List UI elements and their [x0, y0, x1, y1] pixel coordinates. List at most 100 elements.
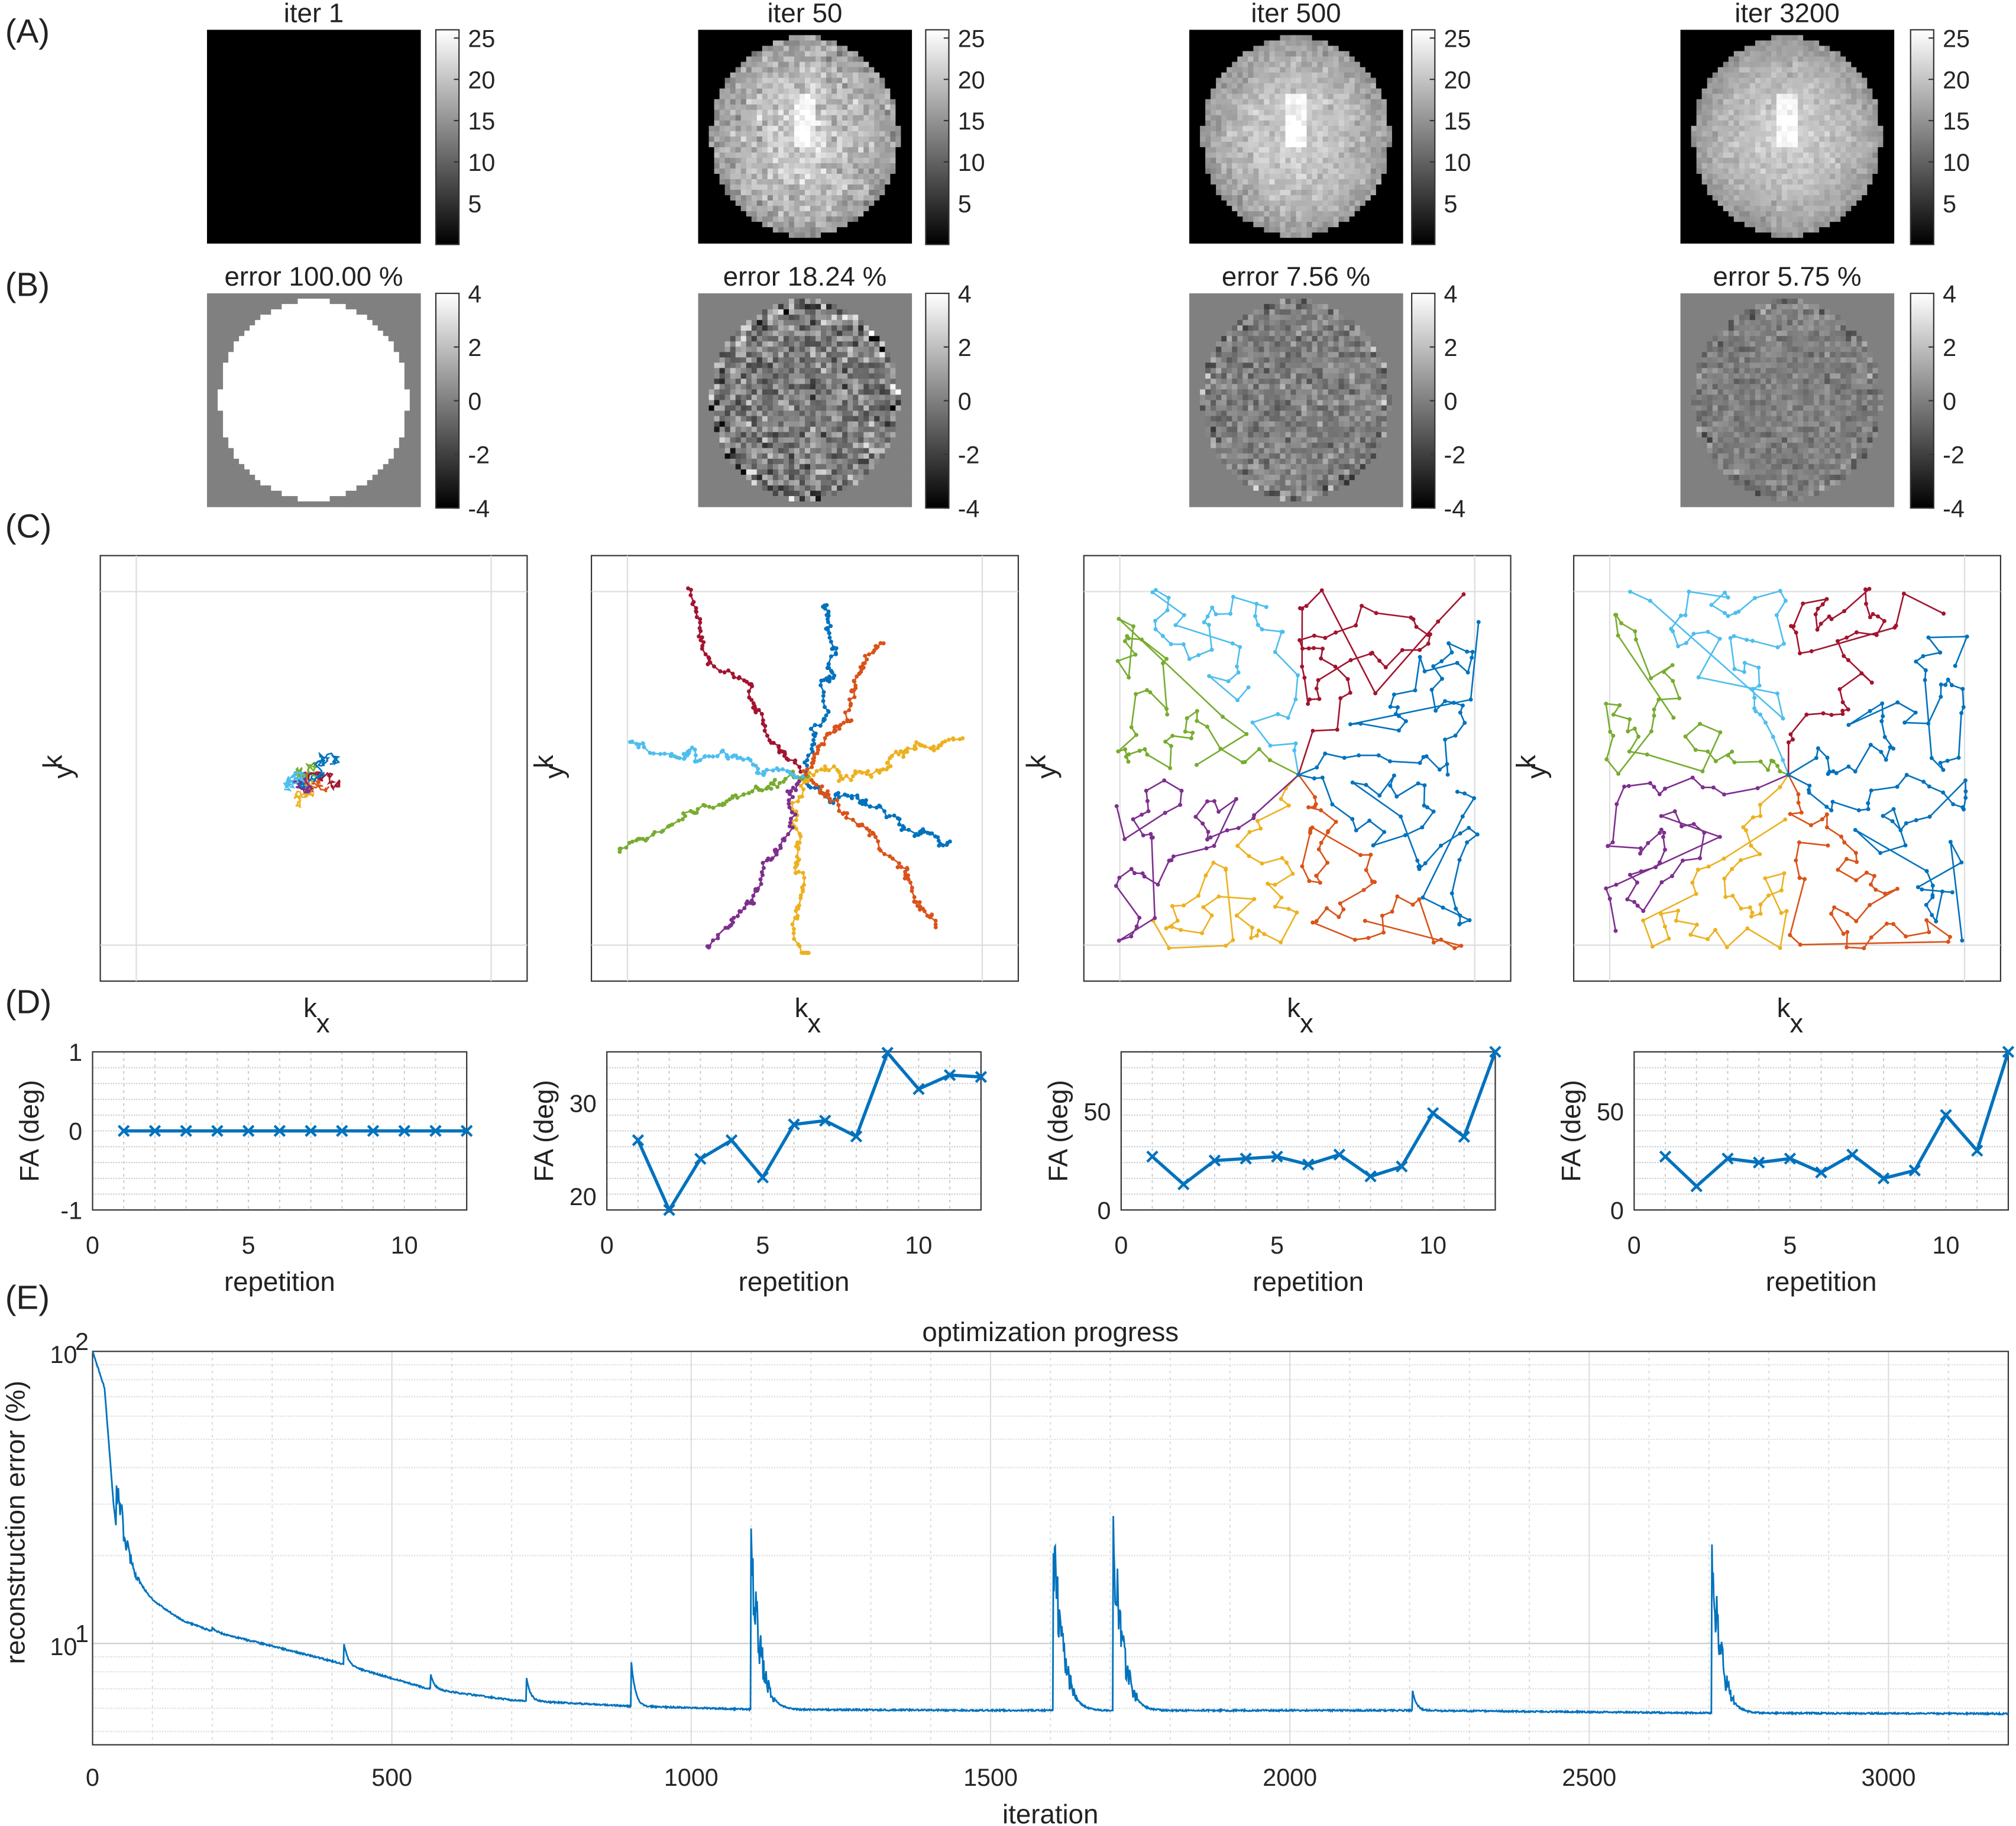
image-pixel [719, 152, 726, 158]
image-pixel [276, 99, 282, 105]
image-pixel [1264, 179, 1270, 185]
image-pixel [1338, 72, 1345, 79]
image-pixel [361, 125, 368, 132]
image-pixel [719, 163, 726, 169]
image-pixel [1360, 147, 1366, 153]
image-pixel [1386, 141, 1393, 148]
image-pixel [207, 173, 213, 180]
image-pixel [794, 147, 800, 153]
image-pixel [1189, 35, 1195, 41]
image-pixel [858, 232, 864, 238]
image-pixel [735, 147, 742, 153]
image-pixel [340, 72, 347, 79]
image-pixel [901, 88, 907, 95]
image-pixel [276, 157, 282, 164]
image-pixel [409, 104, 416, 111]
image-pixel [906, 157, 912, 164]
image-pixel [746, 168, 752, 174]
image-pixel [821, 46, 827, 52]
image-pixel [372, 46, 378, 52]
image-pixel [1333, 227, 1339, 233]
image-pixel [762, 141, 768, 148]
image-pixel [1306, 83, 1313, 89]
image-pixel [324, 61, 331, 68]
image-pixel [714, 190, 720, 196]
image-pixel [1397, 168, 1403, 174]
image-pixel [708, 131, 715, 137]
image-pixel [292, 211, 299, 217]
image-pixel [1370, 211, 1377, 217]
image-pixel [1296, 216, 1302, 222]
image-pixel [1237, 232, 1243, 238]
image-pixel [1248, 67, 1254, 73]
image-pixel [1216, 152, 1222, 158]
image-pixel [351, 136, 357, 143]
image-pixel [756, 238, 763, 244]
image-pixel [799, 120, 805, 127]
image-pixel [1338, 141, 1345, 148]
image-pixel [388, 40, 394, 47]
image-pixel [1290, 190, 1297, 196]
image-pixel [250, 56, 255, 63]
colorbar-tick-label: 10 [958, 149, 985, 176]
image-pixel [1376, 168, 1382, 174]
image-pixel [698, 30, 704, 36]
image-pixel [313, 179, 320, 185]
image-pixel [1317, 147, 1323, 153]
image-pixel [324, 115, 331, 121]
image-pixel [383, 157, 389, 164]
image-pixel [329, 222, 336, 228]
image-pixel [271, 136, 277, 143]
image-pixel [361, 109, 368, 116]
image-pixel [869, 184, 875, 190]
image-pixel [858, 56, 864, 63]
image-pixel [335, 109, 341, 116]
image-pixel [1195, 195, 1200, 201]
image-pixel [708, 61, 715, 68]
image-pixel [303, 99, 309, 105]
image-pixel [207, 141, 213, 148]
image-pixel [1221, 216, 1227, 222]
image-pixel [783, 67, 789, 73]
image-pixel [1232, 168, 1238, 174]
image-pixel [1691, 35, 1697, 41]
image-pixel [351, 56, 357, 63]
panel-label: (D) [5, 983, 51, 1021]
image-pixel [708, 51, 715, 57]
image-pixel [377, 211, 384, 217]
image-pixel [223, 115, 229, 121]
image-pixel [393, 51, 400, 57]
image-pixel [847, 61, 853, 68]
image-pixel [255, 125, 261, 132]
image-pixel [788, 115, 795, 121]
image-pixel [207, 179, 213, 185]
image-pixel [714, 152, 720, 158]
image-pixel [345, 211, 352, 217]
image-pixel [1242, 104, 1248, 111]
image-pixel [724, 232, 731, 238]
image-pixel [223, 184, 229, 190]
image-pixel [308, 179, 315, 185]
image-pixel [356, 152, 363, 158]
image-pixel [1290, 211, 1297, 217]
image-pixel [783, 46, 789, 52]
image-pixel [367, 99, 373, 105]
image-pixel [287, 211, 293, 217]
image-pixel [1242, 190, 1248, 196]
image-pixel [1189, 157, 1195, 164]
image-pixel [1285, 67, 1292, 73]
image-pixel [1739, 46, 1745, 52]
image-pixel [383, 173, 389, 180]
image-pixel [239, 61, 245, 68]
image-pixel [393, 227, 400, 233]
image-pixel [1392, 136, 1398, 143]
image-pixel [1211, 147, 1216, 153]
image-pixel [879, 67, 885, 73]
image-pixel [1274, 56, 1281, 63]
image-pixel [874, 136, 880, 143]
image-pixel [1824, 40, 1830, 47]
image-pixel [223, 88, 229, 95]
image-pixel [778, 206, 784, 212]
image-pixel [778, 77, 784, 84]
image-pixel [292, 136, 299, 143]
